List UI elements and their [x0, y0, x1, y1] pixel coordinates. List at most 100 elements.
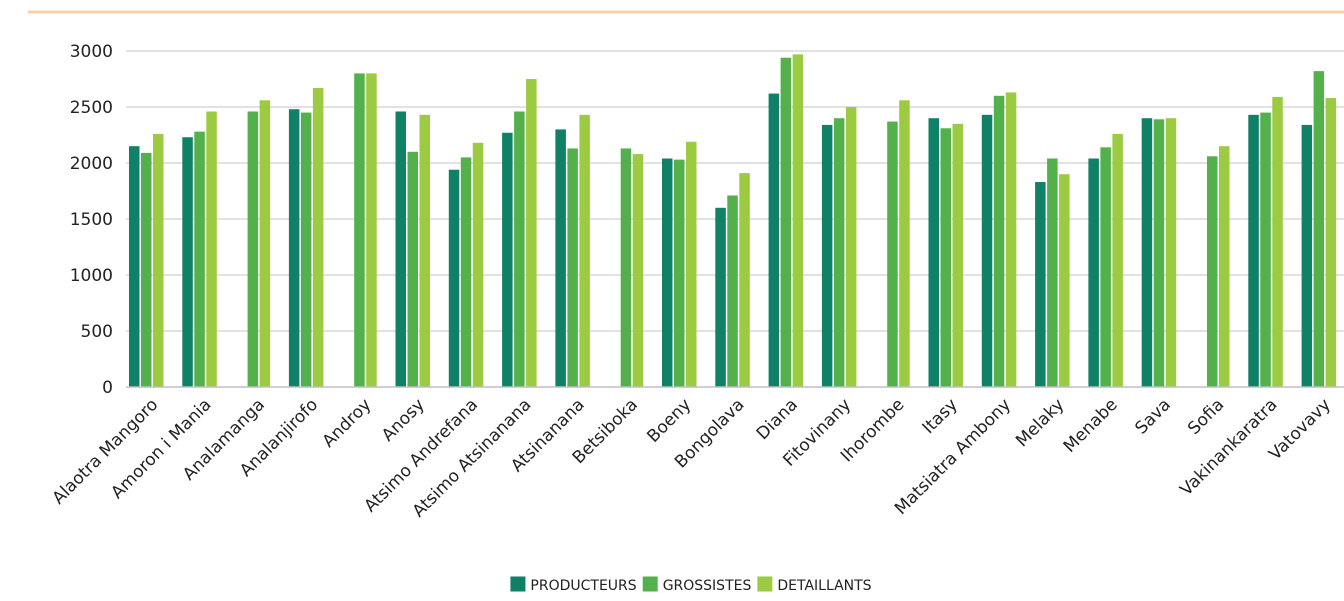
bar-producteurs: [715, 207, 726, 387]
bar-producteurs: [821, 124, 833, 388]
bar-grossistes: [727, 195, 738, 387]
bar-group: [247, 100, 271, 387]
bar-group: [555, 114, 590, 387]
bar-detaillants: [845, 107, 857, 387]
x-category-label: Anosy: [378, 395, 429, 446]
bar-grossistes: [1207, 156, 1218, 387]
bar-detaillants: [419, 114, 430, 387]
bar-detaillants: [153, 133, 164, 387]
bar-detaillants: [792, 54, 804, 388]
bar-producteurs: [129, 146, 140, 387]
x-category-label: Boeny: [643, 395, 695, 447]
bar-group: [768, 54, 804, 388]
bar-detaillants: [1112, 133, 1123, 387]
bar-producteurs: [928, 118, 939, 387]
y-tick-label: 2500: [70, 98, 113, 118]
bar-producteurs: [768, 93, 780, 387]
bar-producteurs: [182, 137, 193, 387]
bar-grossistes: [247, 111, 259, 387]
x-category-label: Sofia: [1184, 395, 1228, 439]
bar-grossistes: [940, 128, 951, 387]
y-tick-label: 1500: [70, 210, 113, 230]
bar-producteurs: [662, 158, 673, 387]
x-category-label: Itasy: [919, 395, 962, 438]
bar-group: [395, 111, 430, 387]
bar-producteurs: [1248, 114, 1259, 387]
bar-grossistes: [1313, 71, 1325, 387]
bar-detaillants: [1219, 146, 1230, 387]
bar-producteurs: [502, 132, 513, 387]
legend-item: DETAILLANTS: [757, 576, 872, 594]
y-tick-label: 0: [102, 378, 113, 398]
legend-swatch: [642, 576, 658, 592]
bar-grossistes: [567, 148, 578, 387]
bar-group: [182, 111, 217, 387]
bar-detaillants: [1272, 96, 1283, 388]
bar-producteurs: [395, 111, 406, 387]
legend-label: PRODUCTEURS: [530, 578, 636, 594]
bar-detaillants: [952, 123, 963, 388]
bar-group: [662, 141, 697, 387]
bar-grossistes: [407, 151, 418, 387]
bar-producteurs: [288, 109, 300, 388]
legend-item: GROSSISTES: [642, 576, 752, 594]
bar-producteurs: [1035, 182, 1046, 387]
bar-detaillants: [526, 79, 537, 387]
bar-detaillants: [259, 100, 271, 387]
bar-detaillants: [1165, 118, 1177, 387]
bar-grossistes: [460, 157, 472, 387]
legend: PRODUCTEURS GROSSISTES DETAILLANTS: [510, 576, 872, 594]
x-category-label: Sava: [1131, 395, 1175, 439]
legend-label: GROSSISTES: [663, 578, 752, 594]
bar-group: [448, 142, 484, 387]
bar-grossistes: [780, 57, 792, 387]
bar-detaillants: [472, 142, 484, 387]
bar-grossistes: [620, 148, 632, 387]
legend-swatch: [510, 576, 526, 592]
bar-producteurs: [448, 169, 460, 387]
bar-group: [620, 148, 644, 387]
y-axis-ticks: 0 500 1000 1500 2000 2500 3000: [70, 42, 113, 398]
bar-grossistes: [1153, 119, 1165, 387]
bar-grossistes: [354, 73, 365, 388]
legend-item: PRODUCTEURS: [510, 576, 637, 594]
bar-detaillants: [312, 87, 324, 388]
bar-detaillants: [686, 141, 697, 387]
bar-grossistes: [1260, 112, 1271, 387]
x-category-label: Diana: [753, 395, 802, 444]
bar-detaillants: [899, 100, 910, 387]
bar-detaillants: [632, 154, 644, 387]
bar-group: [1248, 96, 1283, 388]
y-tick-label: 3000: [70, 42, 113, 62]
bar-group: [715, 173, 750, 387]
bar-group: [981, 92, 1017, 388]
bar-detaillants: [206, 111, 217, 387]
x-category-label: Androy: [319, 395, 376, 452]
bar-group: [1301, 71, 1337, 388]
bar-group: [1141, 118, 1177, 387]
y-tick-label: 2000: [70, 154, 113, 174]
bar-group: [928, 118, 963, 388]
bar-group: [1088, 133, 1123, 387]
bar-grossistes: [833, 118, 845, 387]
bar-grossistes: [1100, 147, 1111, 387]
x-category-label: Vakinankaratra: [1176, 395, 1281, 500]
bar-detaillants: [366, 73, 377, 388]
bar-group: [288, 87, 324, 388]
bar-detaillants: [1325, 98, 1337, 387]
bar-producteurs: [981, 114, 993, 387]
bar-grossistes: [993, 95, 1005, 388]
bar-group: [1207, 146, 1230, 387]
bar-group: [1035, 158, 1070, 387]
y-tick-label: 1000: [70, 266, 113, 286]
bar-detaillants: [739, 173, 750, 387]
bar-detaillants: [579, 114, 590, 387]
bar-grossistes: [887, 121, 898, 387]
bar-producteurs: [1301, 124, 1313, 388]
bar-group: [129, 133, 164, 387]
bar-producteurs: [1088, 158, 1099, 387]
bar-grossistes: [1047, 158, 1058, 387]
bar-group: [887, 100, 910, 387]
